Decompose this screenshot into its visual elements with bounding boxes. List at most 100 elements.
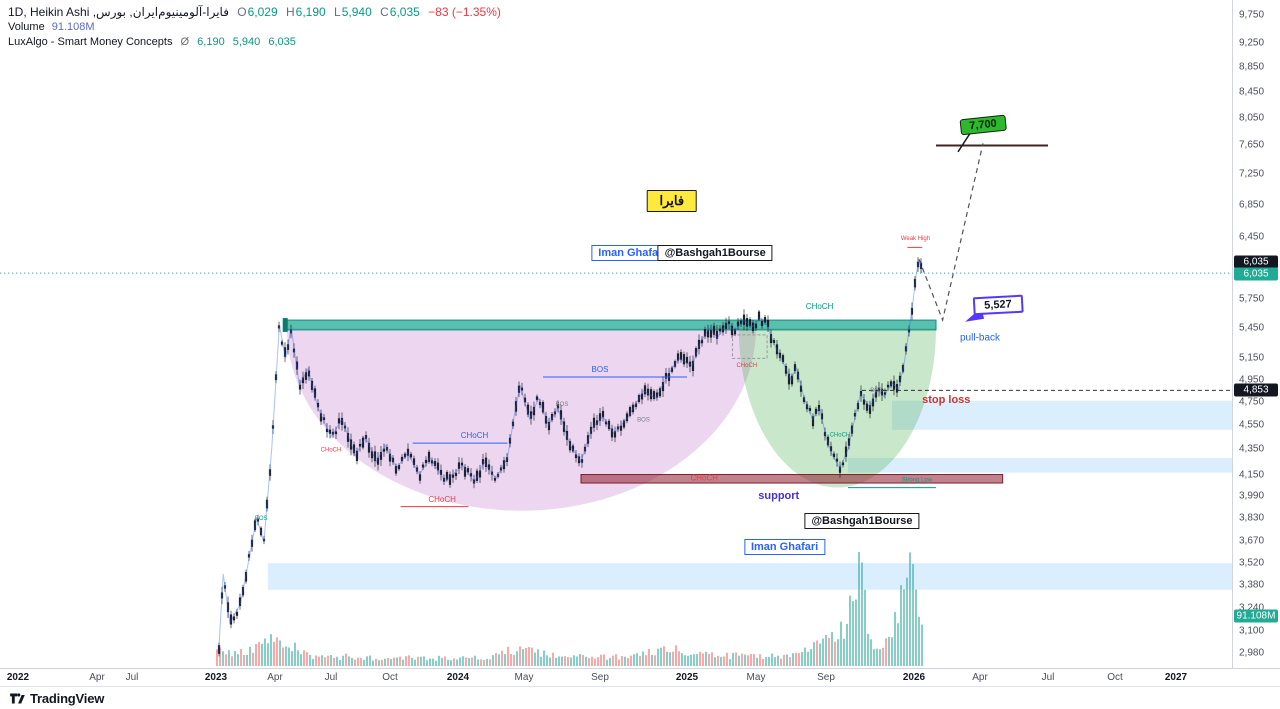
author-label-bottom[interactable]: Iman Ghafari: [743, 539, 826, 556]
choch-level-bar[interactable]: [580, 474, 1004, 484]
time-tick: Apr: [89, 672, 105, 683]
support-label[interactable]: support: [758, 489, 800, 502]
time-tick: 2027: [1164, 672, 1188, 683]
smc-label: BOS: [870, 388, 883, 394]
time-tick: Sep: [817, 672, 835, 683]
volume-label: Volume: [8, 21, 45, 33]
time-tick: Jul: [324, 672, 338, 683]
legend-indicator-row[interactable]: LuxAlgo - Smart Money Concepts Ø 6,190 5…: [8, 35, 501, 50]
price-badge: 6,035: [1234, 267, 1278, 281]
demand-zones[interactable]: [267, 400, 1232, 590]
price-tick: 7,250: [1239, 168, 1265, 180]
price-tick: 4,550: [1239, 419, 1265, 431]
price-tick: 3,670: [1239, 535, 1265, 547]
chart-pane[interactable]: BOS CHoCH CHoCH CHoCH BOS CHoCH CHoCH CHoCH BOS B…: [0, 0, 1232, 668]
author-label-top[interactable]: Iman Ghafari: [591, 244, 673, 261]
price-tick: 3,240: [1239, 602, 1265, 614]
smc-label: CHoCH: [461, 431, 489, 440]
time-tick: Sep: [591, 672, 609, 683]
time-tick: Apr: [972, 672, 988, 683]
price-tick: 8,050: [1239, 112, 1265, 124]
candlestick-series: [217, 257, 923, 657]
smc-label: BOS: [556, 402, 569, 408]
legend-symbol-row[interactable]: فايرا-آلومينيوم‌ايران, بورس, 1D, Heikin …: [8, 5, 501, 20]
indicator-value-3: 6,035: [268, 36, 296, 48]
tradingview-logo-text[interactable]: TradingView: [30, 691, 105, 706]
price-tick: 3,100: [1239, 625, 1265, 637]
indicator-value-1: 6,190: [197, 36, 225, 48]
time-tick: Jul: [1041, 672, 1055, 683]
price-tick: 3,990: [1239, 490, 1265, 502]
volume-value: 91.108M: [51, 21, 95, 33]
low-value: 5,940: [341, 5, 372, 19]
time-tick: Oct: [1107, 672, 1123, 683]
indicator-name: LuxAlgo - Smart Money Concepts: [8, 36, 173, 48]
close-label: C: [380, 5, 389, 19]
pull-back-label[interactable]: pull-back: [959, 332, 1001, 344]
tradingview-logo-icon[interactable]: [8, 690, 25, 707]
resistance-zone-bar[interactable]: [283, 319, 937, 331]
indicator-prefix: Ø: [180, 36, 190, 48]
symbol-flag-label[interactable]: فايرا: [646, 190, 698, 212]
legend-volume-row[interactable]: Volume 91.108M: [8, 20, 501, 35]
pullback-price-label[interactable]: 5,527: [972, 294, 1024, 316]
volume-series: [216, 552, 923, 666]
chart-canvas[interactable]: BOS CHoCH CHoCH CHoCH BOS CHoCH CHoCH CHoCH BOS B…: [0, 0, 1232, 668]
price-tick: 5,750: [1239, 293, 1265, 305]
price-tick: 6,850: [1239, 199, 1265, 211]
price-tick: 4,750: [1239, 396, 1265, 408]
price-tick: 5,150: [1239, 352, 1265, 364]
price-tick: 8,850: [1239, 61, 1265, 73]
time-tick: 2026: [902, 672, 926, 683]
stop-loss-label[interactable]: stop loss: [922, 393, 971, 406]
price-tick: 4,350: [1239, 443, 1265, 455]
smc-label: CHoCH: [690, 473, 718, 482]
time-tick: Jul: [125, 672, 139, 683]
time-axis[interactable]: 2022 Apr Jul 2023 Apr Jul Oct 2024 May Sep 2025 May…: [0, 668, 1280, 687]
price-tick: 4,950: [1239, 374, 1265, 386]
order-block-box[interactable]: [731, 334, 768, 359]
smc-label: CHoCH: [830, 432, 851, 438]
price-tick: 9,750: [1239, 9, 1265, 21]
smc-label: BOS: [255, 516, 268, 522]
price-tick: 9,250: [1239, 37, 1265, 49]
smc-label: CHoCH: [806, 302, 834, 311]
change-value: −83 (−1.35%): [428, 5, 501, 19]
price-badge: 4,853: [1234, 383, 1278, 397]
time-tick: 2024: [446, 672, 470, 683]
price-tick: 2,980: [1239, 647, 1265, 659]
price-tick: 6,450: [1239, 231, 1265, 243]
resistance-bar-handle[interactable]: [282, 318, 288, 332]
price-tick: 8,450: [1239, 86, 1265, 98]
cup-pattern-left[interactable]: [286, 327, 756, 511]
price-badge: 6,035: [1234, 255, 1278, 269]
smc-label: CHoCH: [321, 448, 342, 454]
channel-label-bottom[interactable]: @Bashgah1Bourse: [804, 513, 920, 530]
price-axis[interactable]: 9,750 9,250 8,850 8,450 8,050 7,650 7,250 6,850…: [1232, 0, 1280, 668]
symbol-title[interactable]: فايرا-آلومينيوم‌ايران, بورس, 1D, Heikin …: [8, 5, 229, 19]
cup-pattern-right[interactable]: [738, 327, 936, 488]
price-tick: 4,150: [1239, 469, 1265, 481]
time-tick: 2022: [6, 672, 30, 683]
high-label: H: [286, 5, 295, 19]
time-tick: Apr: [267, 672, 283, 683]
projection-path[interactable]: [918, 143, 984, 323]
time-tick: May: [746, 672, 766, 683]
price-tick: 3,520: [1239, 557, 1265, 569]
time-tick: May: [514, 672, 534, 683]
time-tick: 2023: [204, 672, 228, 683]
low-label: L: [334, 5, 341, 19]
price-tick: 5,450: [1239, 322, 1265, 334]
indicator-value-2: 5,940: [232, 36, 261, 48]
open-value: 6,029: [247, 5, 278, 19]
channel-label-top[interactable]: @Bashgah1Bourse: [657, 244, 773, 261]
legend: فايرا-آلومينيوم‌ايران, بورس, 1D, Heikin …: [8, 5, 501, 50]
time-tick: 2025: [675, 672, 699, 683]
high-value: 6,190: [295, 5, 326, 19]
price-badge: 91.108M: [1234, 609, 1278, 623]
smc-label: Weak High: [901, 236, 930, 242]
smc-label: BOS: [637, 417, 650, 423]
close-value: 6,035: [389, 5, 420, 19]
price-tick: 3,380: [1239, 579, 1265, 591]
